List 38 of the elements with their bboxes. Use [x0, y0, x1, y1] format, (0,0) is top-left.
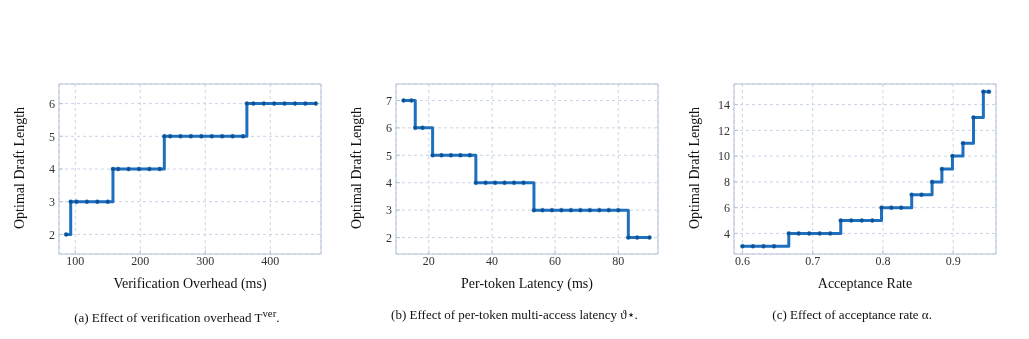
x-tick-label: 40: [486, 253, 499, 268]
y-axis-title: Optimal Draft Length: [11, 106, 27, 229]
y-tick-label: 7: [386, 93, 393, 108]
y-tick-label: 10: [718, 149, 731, 164]
y-tick-label: 4: [48, 162, 55, 177]
y-tick-label: 4: [386, 175, 393, 190]
y-tick-label: 2: [48, 227, 55, 242]
x-axis-title: Acceptance Rate: [817, 276, 913, 291]
x-tick-label: 60: [549, 253, 562, 268]
x-axis-title: Verification Overhead (ms): [113, 276, 267, 292]
x-tick-label: 0.6: [735, 253, 751, 268]
x-tick-label: 200: [131, 253, 150, 268]
y-tick-label: 14: [718, 97, 731, 112]
y-tick-label: 6: [724, 200, 731, 215]
x-tick-label: 0.8: [875, 253, 891, 268]
x-tick-label: 80: [612, 253, 625, 268]
y-tick-label: 6: [386, 121, 393, 136]
y-tick-label: 6: [48, 96, 55, 111]
y-tick-label: 3: [48, 194, 55, 209]
y-tick-label: 3: [386, 203, 393, 218]
y-tick-label: 8: [724, 175, 731, 190]
y-axis-title: Optimal Draft Length: [349, 106, 365, 229]
y-tick-label: 4: [724, 226, 731, 241]
text: (c) Effect of acceptance rate α.: [772, 307, 932, 323]
y-tick-label: 12: [718, 123, 731, 138]
y-tick-label: 5: [386, 148, 393, 163]
x-tick-label: 0.7: [805, 253, 821, 268]
x-axis-title: Per-token Latency (ms): [461, 276, 594, 292]
text: (a) Effect of verification overhead T$^{ver}$.: [74, 307, 280, 327]
x-tick-label: 100: [66, 253, 85, 268]
y-tick-label: 2: [386, 230, 393, 245]
x-tick-label: 400: [261, 253, 280, 268]
x-tick-label: 0.9: [945, 253, 961, 268]
text: (b) Effect of per-token multi-access latency ϑ⋆.: [391, 307, 638, 323]
x-tick-label: 300: [196, 253, 215, 268]
x-tick-label: 20: [423, 253, 436, 268]
y-tick-label: 5: [48, 129, 55, 144]
y-axis-title: Optimal Draft Length: [687, 106, 703, 229]
